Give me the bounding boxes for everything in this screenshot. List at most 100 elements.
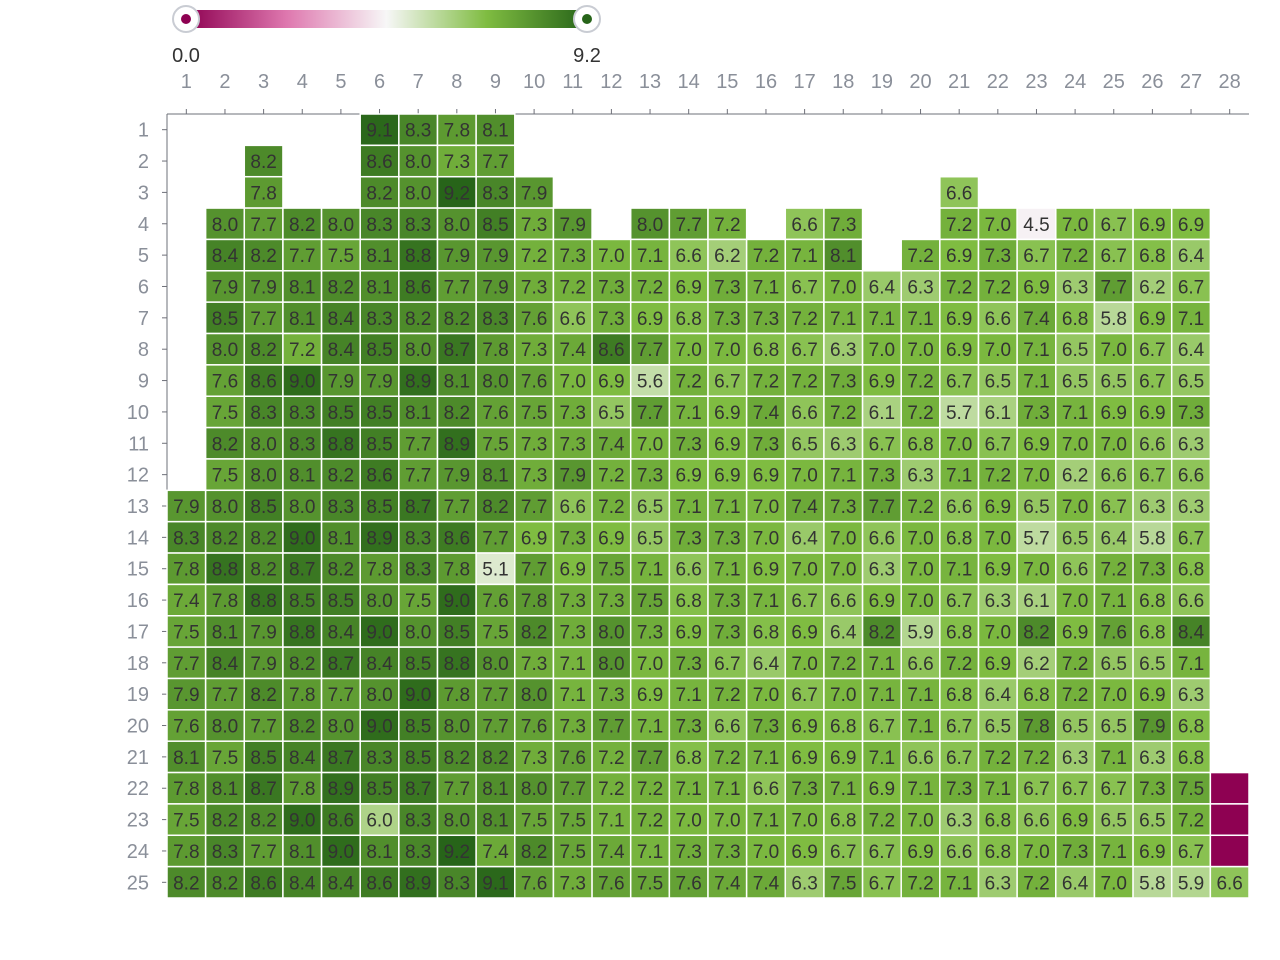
heatmap-cell[interactable] — [320, 301, 361, 335]
heatmap-cell[interactable] — [707, 238, 748, 272]
heatmap-cell[interactable] — [359, 332, 400, 366]
heatmap-cell[interactable] — [398, 677, 439, 711]
heatmap-cell[interactable] — [514, 552, 555, 586]
heatmap-cell[interactable] — [204, 740, 246, 774]
heatmap-cell[interactable] — [823, 834, 864, 868]
heatmap-cell[interactable] — [243, 144, 284, 178]
heatmap-cell[interactable] — [475, 615, 516, 648]
heatmap-cell[interactable] — [745, 740, 787, 774]
heatmap-cell[interactable] — [939, 175, 980, 209]
heatmap-cell[interactable] — [475, 364, 516, 397]
heatmap-cell[interactable] — [359, 144, 400, 178]
heatmap-cell[interactable] — [900, 646, 941, 680]
heatmap-cell[interactable] — [1132, 771, 1173, 805]
heatmap-cell[interactable] — [1093, 238, 1134, 272]
heatmap-cell[interactable] — [436, 865, 477, 899]
heatmap-cell[interactable] — [282, 677, 323, 711]
heatmap-cell[interactable] — [861, 865, 902, 899]
heatmap-cell[interactable] — [591, 489, 632, 523]
heatmap-cell[interactable] — [204, 865, 246, 899]
heatmap-cell[interactable] — [398, 583, 439, 617]
heatmap-cell[interactable] — [1093, 332, 1134, 366]
heatmap-cell[interactable] — [861, 301, 902, 335]
heatmap-cell[interactable] — [591, 677, 632, 711]
heatmap-cell[interactable] — [359, 834, 400, 868]
heatmap-cell[interactable] — [1055, 583, 1096, 617]
heatmap-cell[interactable] — [939, 583, 980, 617]
legend-max-handle[interactable] — [573, 5, 601, 33]
heatmap-cell[interactable] — [1055, 238, 1096, 272]
heatmap-cell[interactable] — [398, 426, 439, 460]
heatmap-cell[interactable] — [282, 395, 323, 429]
heatmap-cell[interactable] — [1170, 615, 1212, 648]
heatmap-cell[interactable] — [861, 270, 902, 303]
heatmap-cell[interactable] — [398, 207, 439, 241]
heatmap-cell[interactable] — [1016, 364, 1057, 397]
heatmap-cell[interactable] — [359, 552, 400, 586]
heatmap-cell[interactable] — [668, 238, 709, 272]
heatmap-cell[interactable] — [243, 677, 284, 711]
heatmap-cell[interactable] — [359, 646, 400, 680]
heatmap-cell[interactable] — [475, 865, 516, 899]
heatmap-cell[interactable] — [436, 395, 477, 429]
heatmap-cell[interactable] — [823, 803, 864, 837]
heatmap-cell[interactable] — [1170, 207, 1212, 241]
heatmap-cell[interactable] — [436, 458, 477, 492]
heatmap-cell[interactable] — [900, 426, 941, 460]
heatmap-cell[interactable] — [861, 709, 902, 742]
heatmap-cell[interactable] — [1016, 552, 1057, 586]
heatmap-cell[interactable] — [977, 803, 1018, 837]
heatmap-cell[interactable] — [514, 270, 555, 303]
heatmap-cell[interactable] — [939, 677, 980, 711]
heatmap-cell[interactable] — [475, 552, 516, 586]
heatmap-cell[interactable] — [900, 865, 941, 899]
heatmap-cell[interactable] — [861, 834, 902, 868]
heatmap-cell[interactable] — [204, 458, 246, 492]
heatmap-cell[interactable] — [475, 709, 516, 742]
heatmap-cell[interactable] — [939, 238, 980, 272]
heatmap-cell[interactable] — [745, 458, 787, 492]
heatmap-cell[interactable] — [745, 615, 787, 648]
heatmap-cell[interactable] — [243, 301, 284, 335]
heatmap-cell[interactable] — [320, 834, 361, 868]
heatmap-cell[interactable] — [1170, 238, 1212, 272]
heatmap-cell[interactable] — [1170, 426, 1212, 460]
heatmap-cell[interactable] — [1016, 207, 1057, 241]
heatmap-cell[interactable] — [1132, 709, 1173, 742]
heatmap-cell[interactable] — [977, 301, 1018, 335]
heatmap-cell[interactable] — [1132, 270, 1173, 303]
heatmap-cell[interactable] — [939, 395, 980, 429]
heatmap-cell[interactable] — [900, 615, 941, 648]
heatmap-cell[interactable] — [243, 583, 284, 617]
heatmap-cell[interactable] — [475, 144, 516, 178]
heatmap-cell[interactable] — [243, 865, 284, 899]
heatmap-cell[interactable] — [1016, 395, 1057, 429]
heatmap-cell[interactable] — [784, 332, 825, 366]
heatmap-cell[interactable] — [1016, 803, 1057, 837]
heatmap-cell[interactable] — [398, 520, 439, 554]
heatmap-cell[interactable] — [784, 583, 825, 617]
heatmap-cell[interactable] — [1093, 458, 1134, 492]
heatmap-cell[interactable] — [243, 207, 284, 241]
heatmap-cell[interactable] — [861, 332, 902, 366]
heatmap-cell[interactable] — [320, 364, 361, 397]
heatmap-cell[interactable] — [591, 458, 632, 492]
heatmap-cell[interactable] — [359, 113, 400, 147]
heatmap-cell[interactable] — [977, 865, 1018, 899]
heatmap-cell[interactable] — [552, 646, 593, 680]
heatmap-cell[interactable] — [514, 646, 555, 680]
heatmap-cell[interactable] — [1170, 364, 1212, 397]
heatmap-cell[interactable] — [977, 364, 1018, 397]
heatmap-cell[interactable] — [282, 301, 323, 335]
heatmap-cell[interactable] — [1016, 583, 1057, 617]
heatmap-cell[interactable] — [398, 395, 439, 429]
heatmap-cell[interactable] — [1209, 803, 1250, 837]
heatmap-cell[interactable] — [359, 803, 400, 837]
heatmap-cell[interactable] — [745, 301, 787, 335]
heatmap-cell[interactable] — [629, 615, 671, 648]
heatmap-cell[interactable] — [475, 207, 516, 241]
heatmap-cell[interactable] — [591, 520, 632, 554]
heatmap-cell[interactable] — [475, 834, 516, 868]
heatmap-cell[interactable] — [1016, 771, 1057, 805]
heatmap-cell[interactable] — [629, 709, 671, 742]
